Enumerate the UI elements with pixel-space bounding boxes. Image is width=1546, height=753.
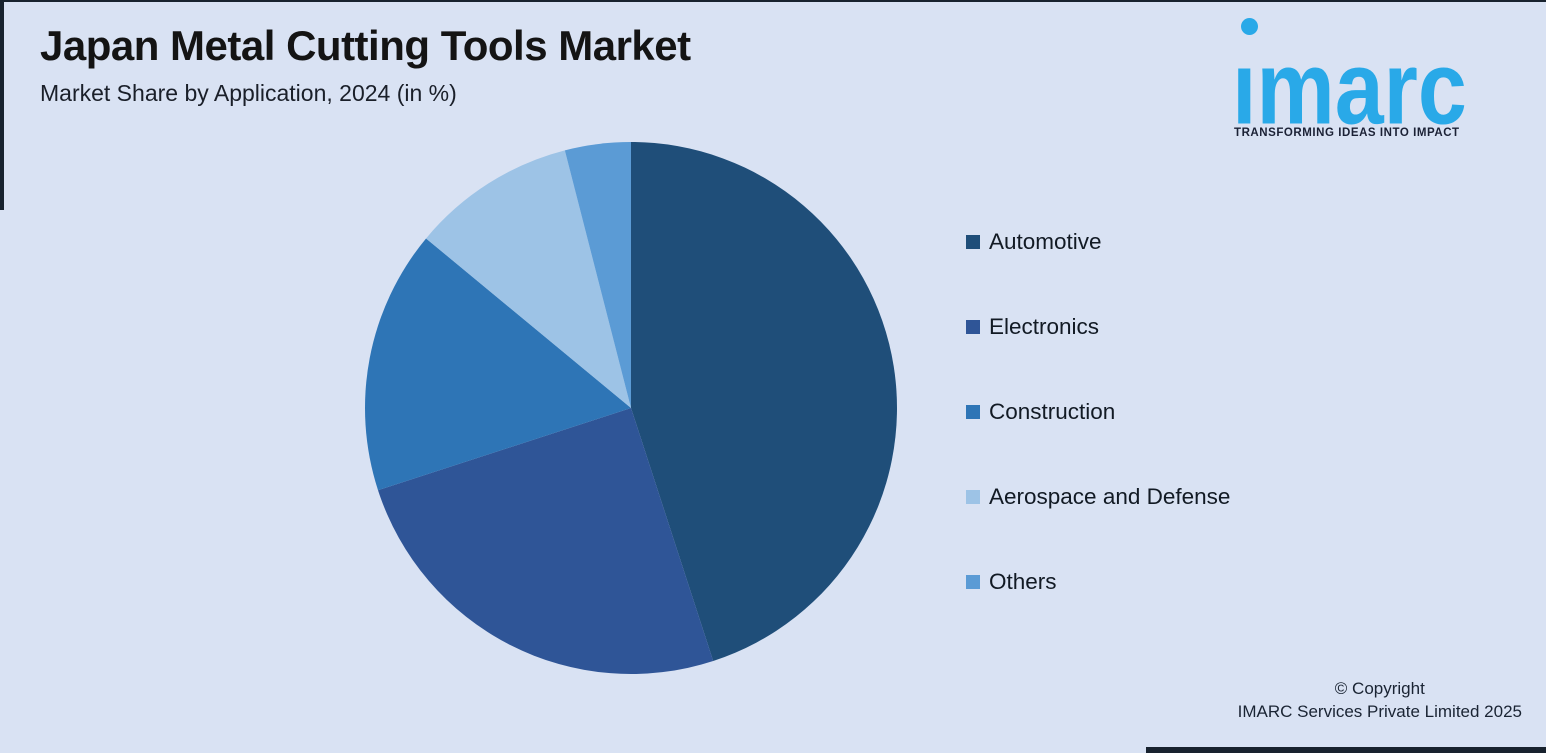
- legend-item-electronics: Electronics: [966, 314, 1230, 339]
- legend: Automotive Electronics Construction Aerospa…: [966, 229, 1231, 655]
- page-subtitle: Market Share by Application, 2024 (in %): [40, 80, 457, 106]
- legend-label: Others: [989, 569, 1057, 594]
- legend-swatch-icon: [966, 575, 980, 589]
- legend-label: Electronics: [989, 314, 1100, 339]
- screen-edge-artifact-left: [0, 0, 4, 210]
- legend-label: Construction: [989, 399, 1116, 424]
- copyright-line2: IMARC Services Private Limited 2025: [1237, 701, 1522, 721]
- legend-item-construction: Construction: [966, 399, 1230, 424]
- legend-label: Automotive: [989, 229, 1102, 254]
- logo-tagline: TRANSFORMING IDEAS INTO IMPACT: [1234, 127, 1460, 139]
- pie-slice-aerospace-and-defense: [426, 150, 631, 409]
- legend-swatch-icon: [966, 405, 980, 419]
- logo-wordmark-text: ımarc: [1232, 28, 1467, 146]
- screen-edge-artifact-top: [0, 0, 1546, 2]
- legend-item-automotive: Automotive: [966, 229, 1230, 254]
- pie-chart-container: [365, 142, 897, 674]
- legend-swatch-icon: [966, 235, 980, 249]
- legend-item-others: Others: [966, 569, 1230, 594]
- screen-edge-artifact-bottom: [1146, 747, 1546, 753]
- copyright-notice: © Copyright IMARC Services Private Limit…: [1238, 678, 1522, 723]
- logo-i-dot-icon: [1241, 18, 1258, 35]
- legend-item-aerospace-and-defense: Aerospace and Defense: [966, 484, 1231, 509]
- imarc-logo: ımarc TRANSFORMING IDEAS INTO IMPACT: [1232, 14, 1524, 144]
- legend-swatch-icon: [966, 490, 980, 504]
- page-title: Japan Metal Cutting Tools Market: [40, 22, 691, 69]
- legend-label: Aerospace and Defense: [989, 484, 1231, 509]
- pie-slice-automotive: [631, 142, 897, 661]
- pie-chart: [365, 142, 897, 674]
- copyright-line1: © Copyright: [1334, 679, 1425, 699]
- pie-slice-others: [564, 142, 631, 408]
- legend-swatch-icon: [966, 320, 980, 334]
- pie-slice-electronics: [378, 408, 714, 674]
- pie-slice-construction: [365, 238, 631, 491]
